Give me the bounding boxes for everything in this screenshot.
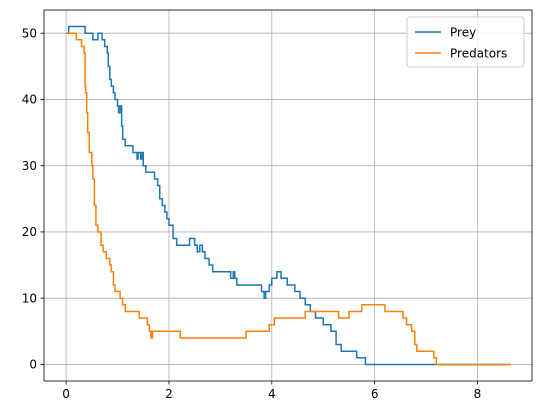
y-tick-label: 50 [22, 26, 37, 40]
x-tick-label: 6 [371, 387, 379, 401]
x-tick-label: 8 [474, 387, 482, 401]
legend-label-prey: Prey [450, 25, 476, 39]
x-tick-label: 4 [268, 387, 276, 401]
y-tick-label: 0 [29, 358, 37, 372]
x-tick-label: 2 [165, 387, 173, 401]
x-tick-label: 0 [62, 387, 70, 401]
y-tick-label: 30 [22, 159, 37, 173]
legend-label-predators: Predators [450, 46, 507, 60]
y-tick-label: 10 [22, 291, 37, 305]
legend: Prey Predators [407, 17, 524, 67]
y-tick-label: 40 [22, 93, 37, 107]
y-tick-label: 20 [22, 225, 37, 239]
